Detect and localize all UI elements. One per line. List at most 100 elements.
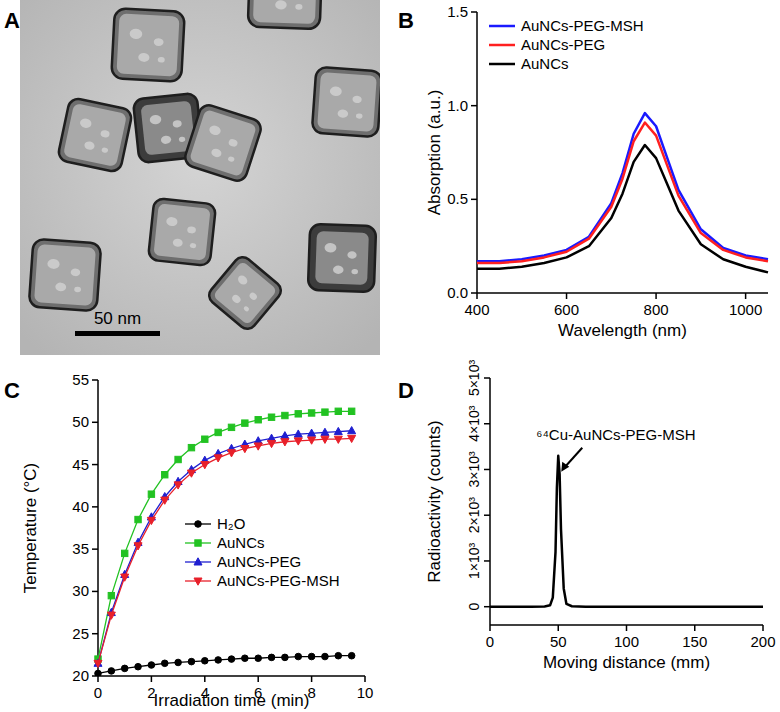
nanocage-pore — [172, 120, 182, 128]
nanocage-pore — [47, 259, 60, 270]
nanocage-pore — [84, 141, 96, 151]
point — [214, 455, 222, 462]
legend-label: H₂O — [217, 515, 245, 532]
legend-marker — [194, 578, 202, 585]
point — [268, 440, 276, 447]
y-tick-label: 1.0 — [447, 97, 468, 114]
nanocage-pore — [101, 147, 108, 153]
point — [215, 657, 222, 664]
legend-label: AuNCs — [217, 534, 265, 551]
point — [201, 462, 209, 469]
y-tick-label: 45 — [72, 456, 89, 473]
nanocage-pore — [248, 291, 258, 301]
point — [121, 574, 129, 581]
nanocage — [148, 198, 216, 266]
plot-area — [94, 408, 356, 676]
point — [161, 660, 168, 667]
point — [295, 411, 301, 417]
image-background — [20, 0, 380, 355]
nanocage-pore — [228, 138, 239, 148]
legend-label: AuNCs-PEG — [521, 36, 605, 53]
nanocage-wall — [111, 8, 185, 82]
x-tick — [566, 293, 568, 299]
nanocage-pore — [149, 114, 161, 124]
nanocage-interior — [34, 244, 96, 306]
x-tick — [311, 676, 313, 682]
x-tick-label: 600 — [554, 301, 579, 318]
point — [321, 436, 329, 443]
scale-bar — [75, 331, 160, 336]
point — [228, 424, 234, 430]
x-axis-title: Irradiation time (min) — [154, 691, 310, 710]
nanocage-interior — [213, 261, 278, 326]
x-tick — [762, 625, 764, 631]
point — [187, 470, 195, 477]
y-tick — [92, 379, 98, 381]
point — [161, 497, 169, 504]
x-tick — [204, 676, 206, 682]
nanocage-pore — [330, 86, 343, 96]
chart-panel: B40060080010000.00.51.01.5Wavelength (nm… — [398, 3, 768, 340]
legend-swatch — [489, 44, 515, 47]
nanocage — [312, 67, 380, 137]
point — [148, 491, 154, 497]
legend-swatch — [489, 63, 515, 66]
nanocage-interior — [116, 13, 179, 76]
x-tick-label: 150 — [682, 633, 707, 650]
nanocage-interior — [63, 103, 127, 167]
panel-letter: C — [4, 378, 20, 403]
point — [215, 429, 221, 435]
point — [175, 659, 182, 666]
y-tick — [484, 377, 490, 379]
y-tick-label: 3×10³ — [466, 451, 482, 488]
point — [174, 482, 182, 489]
point — [228, 656, 235, 663]
x-tick — [655, 293, 657, 299]
figure: 50 nmAB40060080010000.00.51.01.5Waveleng… — [0, 0, 780, 712]
x-tick — [257, 676, 259, 682]
y-tick — [484, 606, 490, 608]
y-tick — [471, 11, 477, 13]
x-tick — [476, 293, 478, 299]
x-tick-label: 200 — [750, 633, 775, 650]
nanocage-pore — [70, 268, 80, 276]
nanocage-pore — [236, 274, 249, 287]
panel-letter: D — [398, 378, 414, 403]
nanocage-interior — [253, 0, 317, 24]
legend: H₂OAuNCsAuNCs-PEGAuNCs-PEG-MSH — [185, 515, 340, 589]
plot-area — [477, 113, 768, 272]
tem-image — [20, 0, 380, 355]
point — [322, 409, 328, 415]
point — [242, 420, 248, 426]
nanocage-pore — [172, 238, 183, 247]
point — [202, 436, 208, 442]
legend-swatch — [489, 25, 515, 28]
x-tick — [364, 676, 366, 682]
nanocage-pore — [190, 243, 197, 249]
point — [308, 653, 315, 660]
x-tick — [151, 676, 153, 682]
series-line — [490, 456, 763, 607]
nanocage-wall — [308, 224, 376, 292]
point — [107, 612, 115, 619]
nanocage-pore — [337, 109, 348, 118]
nanocage-pore — [179, 137, 186, 143]
point — [282, 412, 288, 418]
point — [255, 417, 261, 423]
point — [348, 435, 356, 442]
point — [348, 408, 354, 414]
nanocage-wall — [312, 67, 380, 137]
nanocage-pore — [243, 305, 250, 312]
nanocage-pore — [55, 282, 66, 291]
y-tick — [484, 514, 490, 516]
y-tick-label: 0.0 — [447, 284, 468, 301]
x-tick-label: 400 — [464, 301, 489, 318]
point — [308, 437, 316, 444]
nanocage-interior — [315, 231, 369, 285]
nanocage — [111, 8, 185, 82]
point — [121, 665, 128, 672]
nanocage-interior — [153, 203, 210, 260]
y-axis-title: Absorption (a.u.) — [425, 90, 444, 216]
y-tick-label: 4×10³ — [466, 405, 482, 442]
y-tick — [471, 199, 477, 201]
